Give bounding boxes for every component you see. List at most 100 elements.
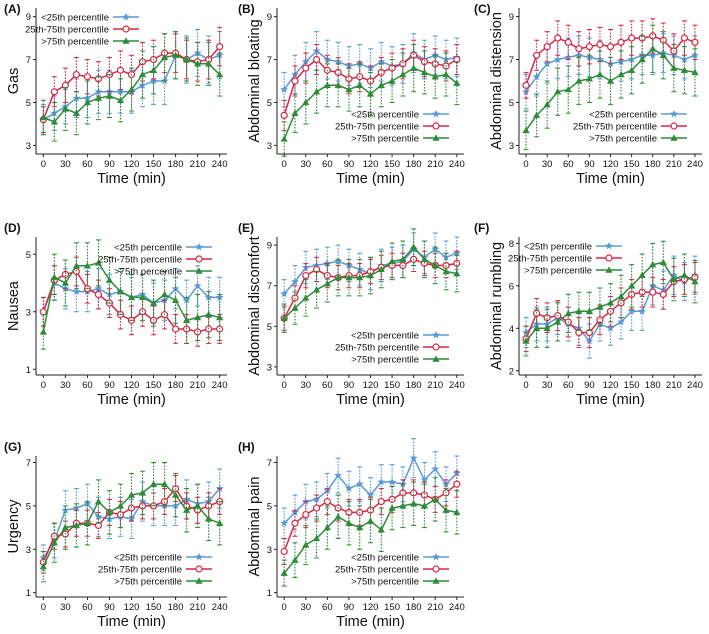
data-point bbox=[575, 77, 583, 84]
data-point bbox=[659, 258, 667, 266]
data-point bbox=[617, 70, 625, 78]
series-gt75 bbox=[280, 477, 461, 587]
data-point bbox=[280, 289, 289, 298]
x-tick-label: 60 bbox=[563, 159, 574, 170]
x-tick-label: 120 bbox=[363, 159, 379, 170]
x-tick-label: 210 bbox=[190, 159, 206, 170]
data-point bbox=[291, 77, 299, 85]
data-point bbox=[399, 255, 407, 263]
x-tick-label: 180 bbox=[406, 602, 422, 613]
y-axis-label: Abdominal rumbling bbox=[489, 242, 505, 370]
data-point bbox=[149, 299, 158, 306]
data-point bbox=[388, 504, 396, 511]
data-point bbox=[649, 288, 657, 296]
x-axis-label: Time (min) bbox=[336, 392, 405, 408]
legend-label: 25th-75th percentile bbox=[335, 122, 419, 133]
data-point bbox=[410, 500, 418, 507]
data-point bbox=[83, 519, 92, 526]
data-point bbox=[606, 324, 615, 332]
legend-marker bbox=[432, 134, 440, 141]
legend-marker bbox=[605, 266, 613, 273]
data-point bbox=[410, 51, 418, 59]
data-point bbox=[366, 490, 375, 499]
x-tick-label: 60 bbox=[82, 602, 93, 613]
x-tick-label: 180 bbox=[645, 159, 661, 170]
x-tick-label: 210 bbox=[427, 602, 443, 613]
x-tick-label: 120 bbox=[124, 380, 140, 391]
data-point bbox=[116, 96, 125, 104]
data-point bbox=[39, 308, 47, 316]
legend-label: >75th percentile bbox=[351, 577, 419, 588]
series-gt75 bbox=[280, 228, 461, 333]
y-tick-label: 1 bbox=[26, 588, 31, 599]
legend-label: >75th percentile bbox=[351, 355, 419, 366]
data-point bbox=[171, 325, 180, 333]
data-point bbox=[554, 318, 562, 325]
x-tick-label: 180 bbox=[645, 380, 661, 391]
data-point bbox=[291, 304, 299, 311]
data-point bbox=[522, 126, 530, 134]
data-point bbox=[312, 55, 321, 64]
y-tick-label: 5 bbox=[26, 250, 31, 261]
x-tick-label: 240 bbox=[449, 380, 465, 391]
x-axis-label: Time (min) bbox=[576, 171, 645, 187]
data-point bbox=[205, 311, 213, 318]
data-point bbox=[617, 38, 625, 46]
x-tick-label: 0 bbox=[523, 380, 528, 391]
data-point bbox=[50, 88, 58, 96]
data-point bbox=[334, 81, 342, 88]
data-point bbox=[453, 480, 461, 488]
x-tick-label: 90 bbox=[584, 159, 595, 170]
y-axis-label: Nausea bbox=[6, 280, 22, 331]
series-mid bbox=[522, 18, 699, 99]
data-point bbox=[553, 55, 562, 63]
data-point bbox=[628, 282, 636, 289]
x-tick-label: 180 bbox=[406, 380, 422, 391]
x-tick-label: 180 bbox=[406, 159, 422, 170]
y-tick-label: 5 bbox=[267, 501, 272, 512]
data-point bbox=[94, 259, 103, 266]
legend-marker bbox=[122, 12, 130, 21]
data-point bbox=[127, 514, 136, 523]
data-point bbox=[670, 64, 678, 71]
x-tick-label: 60 bbox=[322, 159, 333, 170]
legend-marker bbox=[122, 25, 130, 33]
legend-marker bbox=[432, 109, 440, 118]
x-tick-label: 90 bbox=[584, 380, 595, 391]
y-axis-label: Urgency bbox=[6, 499, 22, 554]
data-point bbox=[691, 68, 699, 76]
data-point bbox=[194, 502, 202, 509]
y-tick-label: 8 bbox=[509, 239, 514, 250]
x-tick-label: 30 bbox=[542, 159, 553, 170]
data-point bbox=[344, 261, 353, 269]
data-point bbox=[453, 259, 461, 267]
data-point bbox=[420, 58, 429, 66]
data-point bbox=[543, 314, 551, 322]
data-point bbox=[323, 486, 332, 495]
data-point bbox=[105, 276, 114, 283]
data-point bbox=[323, 280, 331, 287]
data-point bbox=[216, 313, 224, 321]
data-point bbox=[182, 506, 191, 513]
x-axis-label: Time (min) bbox=[97, 171, 166, 187]
legend-marker bbox=[195, 267, 203, 274]
panel-label: (H) bbox=[238, 440, 255, 454]
data-point bbox=[291, 109, 299, 116]
data-point bbox=[648, 51, 657, 59]
data-point bbox=[596, 316, 604, 324]
x-tick-label: 240 bbox=[212, 602, 228, 613]
data-point bbox=[638, 34, 646, 42]
data-point bbox=[50, 273, 58, 280]
data-point bbox=[596, 303, 604, 310]
legend-label: >75th percentile bbox=[524, 266, 592, 277]
data-point bbox=[355, 480, 364, 488]
data-point bbox=[334, 68, 342, 77]
data-point bbox=[649, 261, 657, 268]
series-gt75 bbox=[39, 31, 224, 142]
panel-label: (D) bbox=[4, 221, 21, 235]
data-point bbox=[149, 480, 158, 487]
